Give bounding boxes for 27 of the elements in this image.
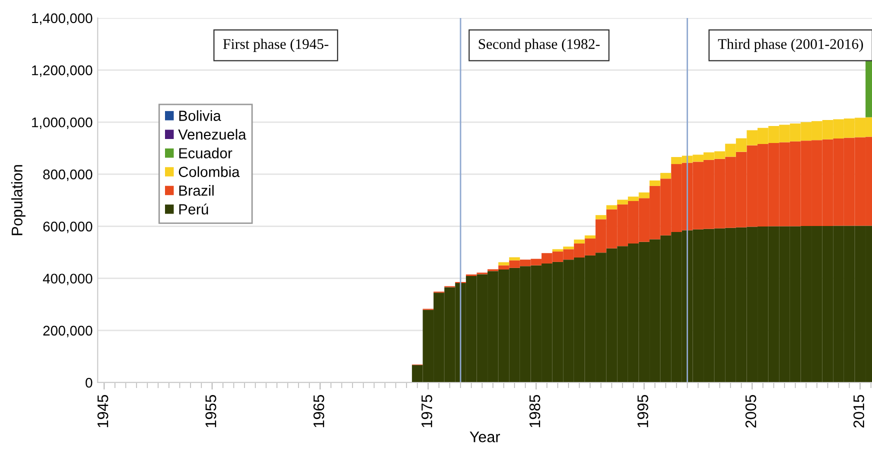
legend-label: Perú: [179, 204, 208, 214]
y-tick-label: 800,000: [43, 170, 92, 182]
y-tick-label: 400,000: [42, 274, 92, 286]
legend-label: Ecuador: [179, 148, 232, 158]
y-tick-label: 1,200,000: [32, 65, 92, 77]
legend-label: Brazil: [179, 185, 214, 196]
x-tick-label: 1965: [313, 394, 324, 428]
x-tick-label: 2015: [853, 394, 864, 428]
y-tick-label: 600,000: [43, 222, 92, 234]
x-tick-label: 1975: [421, 394, 432, 428]
annotation: First phase (1945-: [223, 38, 328, 52]
annotation: Third phase (2001-2016): [718, 38, 863, 52]
legend-label: Colombia: [178, 166, 240, 178]
y-tick-label: 200,000: [43, 326, 92, 338]
y-tick-label: 1,400,000: [32, 13, 92, 25]
x-tick-label: 1955: [205, 394, 216, 428]
x-tick-label: 1985: [529, 394, 540, 428]
legend-label: Venezuela: [178, 128, 246, 140]
x-axis-title: Year: [470, 432, 500, 442]
y-tick-label: 0: [86, 378, 92, 388]
x-tick-label: 2005: [745, 394, 756, 428]
annotation: Second phase (1982-: [478, 38, 600, 52]
y-tick-label: 1,000,000: [32, 117, 92, 129]
y-axis-title: Population: [11, 165, 26, 236]
x-tick-label: 1945: [97, 394, 108, 428]
x-tick-label: 1995: [637, 394, 648, 428]
legend-label: Bolivia: [179, 110, 222, 121]
